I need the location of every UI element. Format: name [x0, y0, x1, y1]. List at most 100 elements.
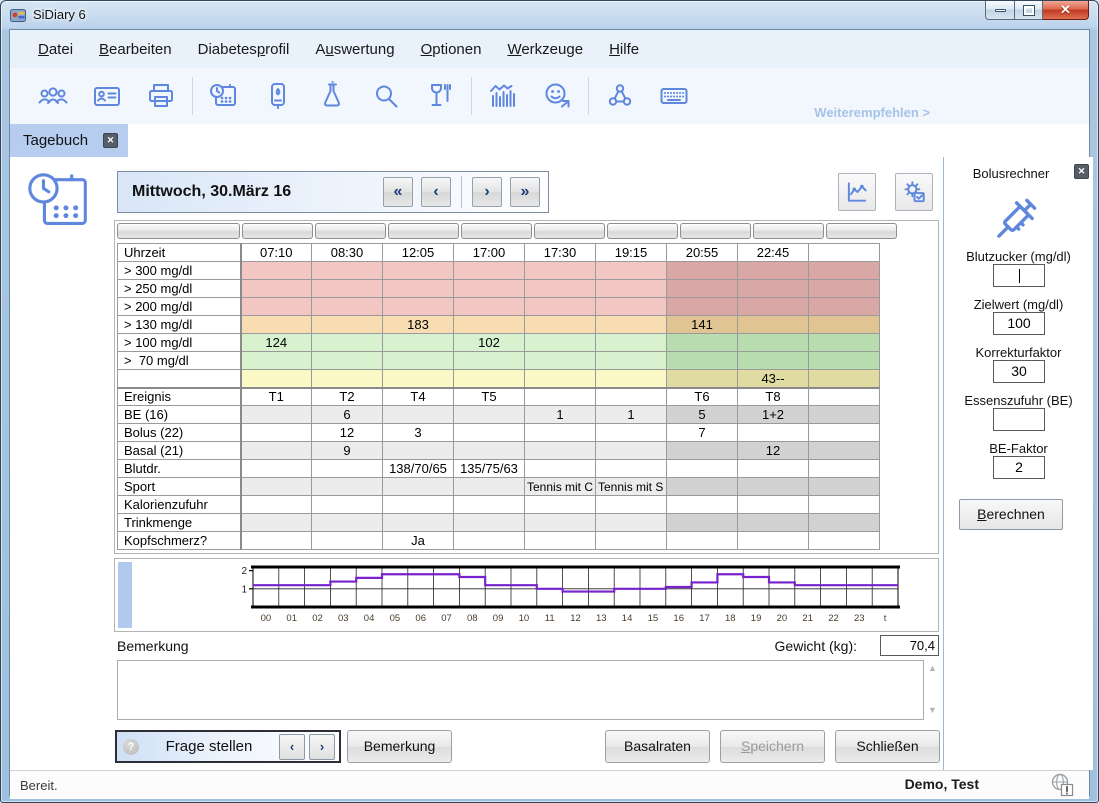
diary-cell[interactable] — [595, 333, 667, 352]
remark-textarea[interactable] — [117, 660, 924, 720]
diary-cell[interactable] — [666, 297, 738, 316]
diary-cell[interactable] — [453, 405, 525, 424]
diary-cell[interactable] — [524, 423, 596, 442]
diary-cell[interactable] — [808, 441, 880, 460]
diary-cell[interactable]: 124 — [240, 333, 312, 352]
diary-cell[interactable]: 138/70/65 — [382, 459, 454, 478]
blutzucker-input[interactable] — [993, 264, 1045, 287]
diary-cell[interactable] — [808, 423, 880, 442]
diary-cell[interactable] — [453, 495, 525, 514]
diary-cell[interactable] — [382, 369, 454, 388]
diary-cell[interactable] — [737, 261, 809, 280]
berechnen-button[interactable]: Berechnen — [959, 499, 1063, 530]
trend-chart-button[interactable] — [838, 173, 876, 211]
diary-cell[interactable] — [595, 297, 667, 316]
diary-cell[interactable]: T5 — [453, 386, 525, 406]
column-header-button[interactable] — [242, 223, 313, 239]
diary-cell[interactable] — [524, 315, 596, 334]
diary-cell[interactable] — [808, 297, 880, 316]
diary-cell[interactable] — [382, 333, 454, 352]
diary-cell[interactable] — [737, 315, 809, 334]
diary-cell[interactable]: 1 — [524, 405, 596, 424]
diary-cell[interactable] — [737, 477, 809, 496]
menu-datei[interactable]: Datei — [38, 40, 74, 58]
essenszufuhr-input[interactable] — [993, 408, 1045, 431]
diary-cell[interactable]: Ja — [382, 531, 454, 550]
diary-cell[interactable] — [595, 351, 667, 370]
diary-cell[interactable] — [382, 441, 454, 460]
diary-cell[interactable]: 1 — [595, 405, 667, 424]
diary-cell[interactable]: 12 — [737, 441, 809, 460]
diary-cell[interactable] — [311, 297, 383, 316]
column-header-button[interactable] — [753, 223, 824, 239]
diary-cell[interactable] — [808, 261, 880, 280]
diary-cell[interactable] — [453, 513, 525, 532]
diary-cell[interactable] — [666, 279, 738, 298]
diary-cell[interactable]: 6 — [311, 405, 383, 424]
diary-cell[interactable] — [240, 279, 312, 298]
diary-cell[interactable] — [311, 531, 383, 550]
column-header-button[interactable] — [607, 223, 678, 239]
diary-cell[interactable]: Tennis mit S — [595, 477, 667, 496]
zielwert-input[interactable]: 100 — [993, 312, 1045, 335]
diary-cell[interactable] — [311, 261, 383, 280]
diary-cell[interactable] — [382, 351, 454, 370]
print-button[interactable] — [134, 76, 188, 116]
diary-cell[interactable] — [382, 513, 454, 532]
diary-cell[interactable]: T8 — [737, 386, 809, 406]
diary-cell[interactable] — [240, 531, 312, 550]
close-button[interactable]: ✕ — [1043, 1, 1089, 20]
diary-cell[interactable]: 5 — [666, 405, 738, 424]
diary-cell[interactable] — [453, 477, 525, 496]
diary-cell[interactable] — [737, 297, 809, 316]
next-day-button[interactable]: › — [472, 177, 502, 207]
diary-cell[interactable]: 102 — [453, 333, 525, 352]
bolus-close-icon[interactable]: ✕ — [1074, 164, 1089, 179]
diary-cell[interactable] — [453, 351, 525, 370]
diary-cell[interactable] — [524, 279, 596, 298]
diary-cell[interactable] — [382, 261, 454, 280]
column-header-button[interactable] — [534, 223, 605, 239]
diary-cell[interactable]: 1+2 — [737, 405, 809, 424]
diary-cell[interactable] — [595, 459, 667, 478]
diary-cell[interactable] — [666, 495, 738, 514]
diary-cell[interactable] — [595, 531, 667, 550]
diary-cell[interactable] — [524, 297, 596, 316]
diary-cell[interactable] — [666, 333, 738, 352]
first-day-button[interactable]: « — [383, 177, 413, 207]
diary-cell[interactable] — [595, 369, 667, 388]
diary-cell[interactable] — [666, 261, 738, 280]
diary-cell[interactable] — [524, 441, 596, 460]
tab-close-icon[interactable]: ✕ — [103, 133, 118, 148]
diary-cell[interactable]: T6 — [666, 386, 738, 406]
diary-cell[interactable] — [524, 495, 596, 514]
diary-cell[interactable] — [737, 531, 809, 550]
column-header-button[interactable] — [826, 223, 897, 239]
diary-cell[interactable] — [595, 423, 667, 442]
diary-cell[interactable] — [240, 405, 312, 424]
column-header-button[interactable] — [315, 223, 386, 239]
column-header-button[interactable] — [117, 223, 240, 239]
diary-cell[interactable] — [737, 351, 809, 370]
statistics-button[interactable] — [476, 76, 530, 116]
diary-cell[interactable] — [240, 351, 312, 370]
settings-button[interactable] — [895, 173, 933, 211]
diary-cell[interactable] — [311, 477, 383, 496]
diary-cell[interactable] — [382, 477, 454, 496]
schliessen-button[interactable]: Schließen — [835, 730, 940, 763]
diary-cell[interactable] — [311, 333, 383, 352]
minimize-button[interactable] — [985, 1, 1015, 20]
share-button[interactable] — [593, 76, 647, 116]
diary-cell[interactable] — [311, 315, 383, 334]
search-button[interactable] — [359, 76, 413, 116]
weight-input[interactable]: 70,4 — [880, 635, 939, 656]
diary-cell[interactable] — [524, 459, 596, 478]
diary-cell[interactable] — [240, 369, 312, 388]
diary-cell[interactable] — [524, 386, 596, 406]
title-bar[interactable]: SiDiary 6 ✕ — [1, 1, 1098, 29]
diary-cell[interactable] — [453, 441, 525, 460]
diary-cell[interactable] — [737, 459, 809, 478]
diary-cell[interactable] — [453, 315, 525, 334]
diary-cell[interactable] — [595, 495, 667, 514]
diary-cell[interactable] — [808, 351, 880, 370]
